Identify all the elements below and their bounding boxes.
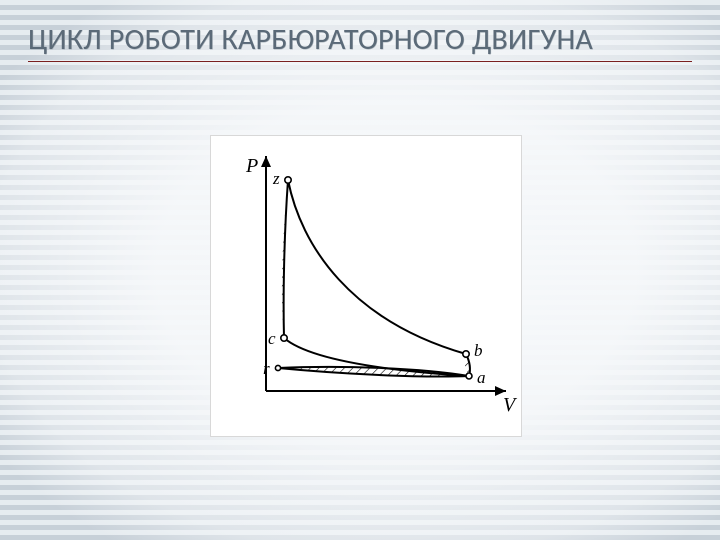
point-a: [466, 373, 472, 379]
point-labels: z cr ba: [263, 169, 486, 387]
point-z: [285, 177, 291, 183]
pv-diagram-svg: V P z cr ba: [211, 136, 521, 436]
cycle-curves: [278, 180, 470, 377]
point-r: [275, 365, 280, 370]
title-block: ЦИКЛ РОБОТИ КАРБЮРАТОРНОГО ДВИГУНА: [28, 22, 692, 62]
point-b: [463, 351, 469, 357]
x-axis-label: V: [503, 394, 518, 416]
label-a: a: [477, 368, 486, 387]
label-z: z: [272, 169, 280, 188]
label-c: c: [268, 329, 276, 348]
hatch-regions: [278, 180, 470, 377]
label-r: r: [263, 359, 270, 378]
slide: ЦИКЛ РОБОТИ КАРБЮРАТОРНОГО ДВИГУНА V P z c…: [0, 0, 720, 540]
point-c: [281, 335, 287, 341]
slide-title: ЦИКЛ РОБОТИ КАРБЮРАТОРНОГО ДВИГУНА: [28, 22, 692, 57]
label-b: b: [474, 341, 483, 360]
pv-diagram-panel: V P z cr ba: [210, 135, 522, 437]
title-underline: [28, 61, 692, 62]
y-axis-label: P: [245, 155, 258, 177]
point-markers: [275, 177, 472, 379]
